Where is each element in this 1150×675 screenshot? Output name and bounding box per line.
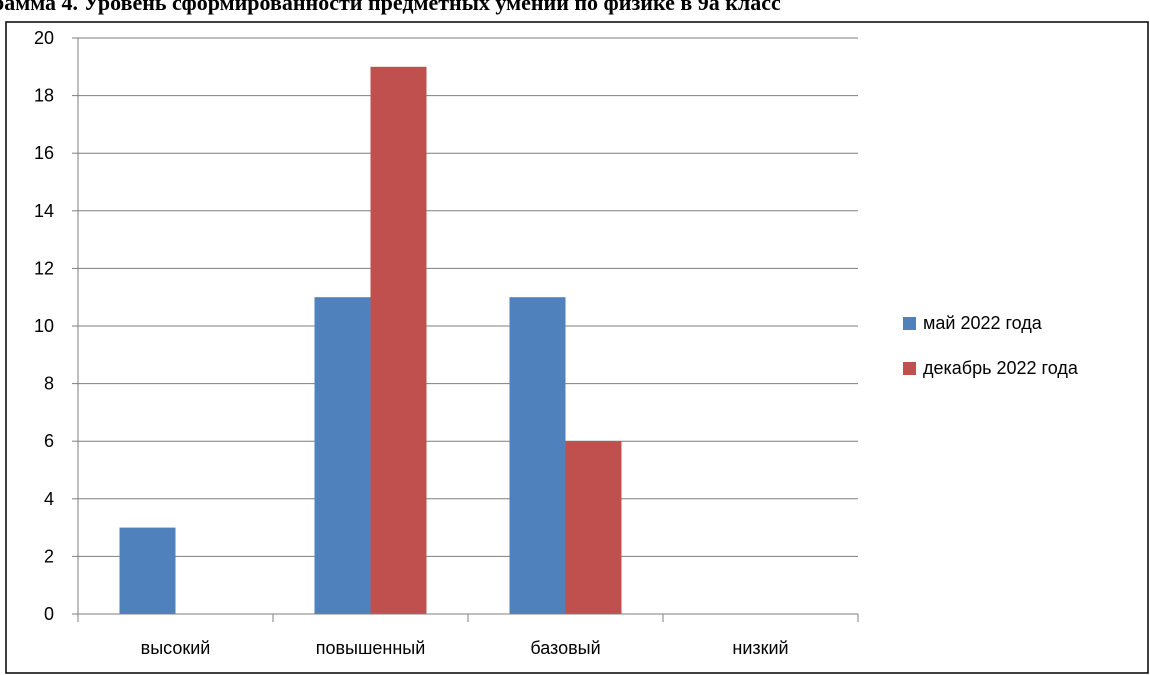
- y-tick-label: 8: [44, 374, 54, 394]
- legend-label: декабрь 2022 года: [923, 358, 1079, 378]
- x-tick-label: низкий: [732, 638, 788, 658]
- y-tick-label: 10: [34, 316, 54, 336]
- x-tick-label: высокий: [141, 638, 211, 658]
- legend: май 2022 года декабрь 2022 года: [903, 313, 1079, 378]
- y-tick-label: 0: [44, 604, 54, 624]
- legend-label: май 2022 года: [923, 313, 1043, 333]
- bar-may-2022-1: [314, 297, 371, 614]
- bar-december-2022-1: [370, 66, 427, 615]
- gridlines: [78, 37, 858, 557]
- y-tick-label: 20: [34, 28, 54, 48]
- y-tick-label: 4: [44, 489, 54, 509]
- y-tick-labels: 0 2 4 6 8 10 12 14 16 18 20: [34, 28, 54, 624]
- chart-frame: [5, 21, 1149, 674]
- bar-may-2022-0: [119, 527, 176, 614]
- y-tick-label: 2: [44, 546, 54, 566]
- x-tick-label: повышенный: [316, 638, 426, 658]
- bar-december-2022-2: [565, 441, 622, 614]
- y-tick-label: 12: [34, 258, 54, 278]
- bar-may-2022-2: [509, 297, 566, 614]
- chart-title: рамма 4. Уровень сформированности предме…: [0, 0, 781, 15]
- y-tick-label: 18: [34, 86, 54, 106]
- bars: [119, 66, 622, 615]
- x-tick-labels: высокий повышенный базовый низкий: [141, 638, 789, 658]
- legend-swatch: [903, 362, 916, 375]
- legend-swatch: [903, 317, 916, 330]
- axes: [72, 37, 859, 622]
- x-tick-label: базовый: [530, 638, 600, 658]
- y-tick-label: 14: [34, 201, 54, 221]
- y-tick-label: 6: [44, 431, 54, 451]
- y-tick-label: 16: [34, 143, 54, 163]
